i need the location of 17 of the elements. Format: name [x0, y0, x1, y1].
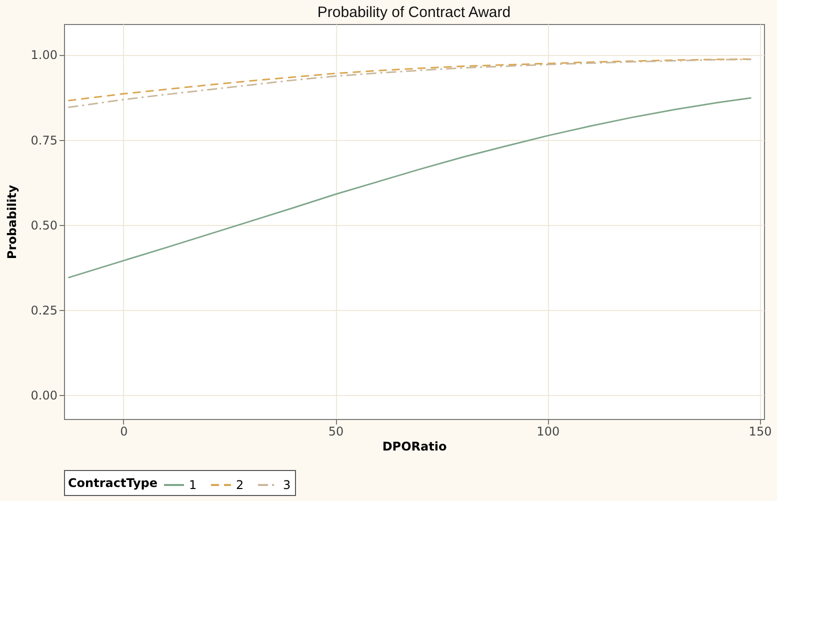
y-axis-title: Probability	[4, 184, 19, 260]
x-tick-label: 0	[120, 424, 128, 438]
y-tick-label: 0.50	[30, 218, 58, 232]
legend-title: ContractType	[68, 476, 158, 490]
x-tick-label: 50	[328, 424, 344, 438]
chart-title: Probability of Contract Award	[317, 4, 511, 21]
legend-label: 1	[189, 478, 197, 492]
y-tick-label: 0.00	[30, 388, 58, 403]
line-series	[67, 97, 752, 278]
y-tick-label: 0.75	[30, 133, 58, 148]
x-tick-label: 150	[748, 424, 772, 438]
y-tick-label: 0.25	[30, 304, 58, 318]
x-axis-title: DPORatio	[382, 440, 447, 454]
legend-label: 2	[236, 478, 244, 492]
legend-label: 3	[283, 478, 291, 492]
x-tick-label: 100	[536, 424, 560, 438]
y-tick-label: 1.00	[30, 48, 58, 62]
